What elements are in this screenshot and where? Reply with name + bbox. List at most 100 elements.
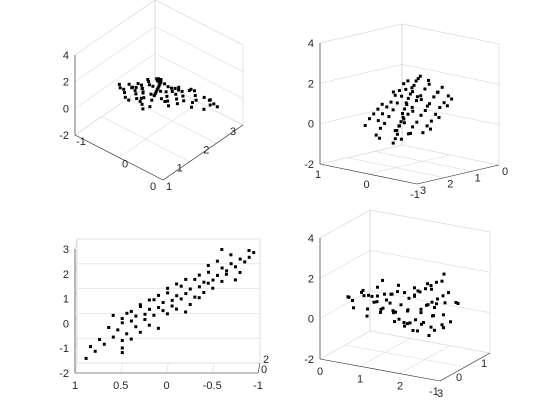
data-point xyxy=(175,307,178,311)
data-point xyxy=(381,112,384,116)
z-tick-label: 2 xyxy=(63,77,69,89)
data-point xyxy=(111,313,115,317)
x-tick-label: -1 xyxy=(410,189,420,201)
x-tick-label: 0.5 xyxy=(113,380,128,392)
grid-line xyxy=(347,157,445,178)
data-point xyxy=(202,280,206,284)
grid-line xyxy=(118,102,200,158)
data-point xyxy=(148,307,151,311)
x-tick-label: 0 xyxy=(122,159,128,171)
data-point xyxy=(155,77,159,81)
grid-line xyxy=(211,362,215,374)
data-point xyxy=(123,95,127,99)
grid-line xyxy=(74,0,156,56)
y-tick-label: 1 xyxy=(481,358,487,370)
data-point xyxy=(215,105,219,109)
data-point xyxy=(207,270,210,274)
data-point xyxy=(391,309,395,313)
data-point xyxy=(425,104,429,108)
data-point xyxy=(383,292,386,296)
data-point xyxy=(445,104,449,108)
data-point xyxy=(456,302,460,305)
z-tick-label: 4 xyxy=(308,38,314,50)
data-point xyxy=(134,325,138,329)
z-tick-label: 1 xyxy=(63,294,69,306)
data-point xyxy=(93,349,97,353)
data-point xyxy=(147,298,151,302)
data-point xyxy=(419,98,423,102)
data-point xyxy=(441,294,445,298)
data-point xyxy=(84,356,88,360)
z-tick-label: 0 xyxy=(308,119,314,131)
data-point xyxy=(397,89,401,92)
data-point xyxy=(426,303,430,307)
x-tick-label: 0 xyxy=(363,179,369,191)
y-tick-label: 2 xyxy=(263,354,269,366)
data-point xyxy=(116,328,120,332)
data-point xyxy=(416,77,420,81)
data-point xyxy=(395,101,399,105)
data-point xyxy=(401,112,404,115)
grid-line xyxy=(369,330,491,354)
data-point xyxy=(202,291,206,294)
data-point xyxy=(409,131,412,135)
x-tick-label: 2 xyxy=(397,381,403,393)
data-point xyxy=(378,136,381,140)
data-point xyxy=(415,120,419,124)
data-point xyxy=(157,306,161,309)
data-point xyxy=(177,88,181,92)
grid-line xyxy=(319,23,403,44)
data-point xyxy=(427,82,431,86)
data-point xyxy=(413,294,416,298)
data-point xyxy=(380,102,384,106)
data-point xyxy=(402,82,406,86)
grid-line xyxy=(374,151,472,172)
grid-line xyxy=(74,263,78,274)
data-point xyxy=(117,82,121,86)
data-point xyxy=(156,326,160,330)
data-point xyxy=(434,112,438,116)
data-point xyxy=(421,131,425,135)
data-point xyxy=(133,89,137,93)
data-point xyxy=(374,133,378,137)
data-point xyxy=(184,310,188,314)
x-tick-label: 0 xyxy=(163,380,169,392)
z-tick-label: -1 xyxy=(59,343,69,355)
back-wall xyxy=(401,23,500,166)
x-tick-label: 3 xyxy=(437,388,443,400)
data-point xyxy=(385,105,389,109)
back-wall xyxy=(369,209,491,354)
data-point xyxy=(234,265,237,269)
data-point xyxy=(163,82,167,86)
grid-line xyxy=(128,98,217,144)
data-point xyxy=(381,278,384,282)
data-point xyxy=(215,259,219,263)
data-point xyxy=(224,272,228,276)
data-point xyxy=(425,124,429,128)
data-point xyxy=(225,269,229,273)
data-point xyxy=(191,101,194,105)
data-point xyxy=(398,124,401,128)
data-point xyxy=(143,318,147,321)
data-point xyxy=(406,322,409,326)
data-point xyxy=(415,95,419,99)
data-point xyxy=(406,96,410,100)
x-axis xyxy=(319,163,418,185)
data-point xyxy=(389,100,393,104)
data-point xyxy=(411,90,414,94)
grid-line xyxy=(319,250,371,279)
grid-line xyxy=(101,116,190,162)
data-point xyxy=(438,106,442,109)
data-point xyxy=(125,332,129,336)
data-point xyxy=(375,300,379,304)
data-point xyxy=(151,84,155,88)
data-point xyxy=(157,78,161,81)
data-point xyxy=(193,89,196,93)
data-point xyxy=(424,287,427,291)
data-point xyxy=(419,311,423,315)
data-point xyxy=(435,90,439,94)
data-point xyxy=(430,287,433,291)
data-point xyxy=(427,334,431,337)
